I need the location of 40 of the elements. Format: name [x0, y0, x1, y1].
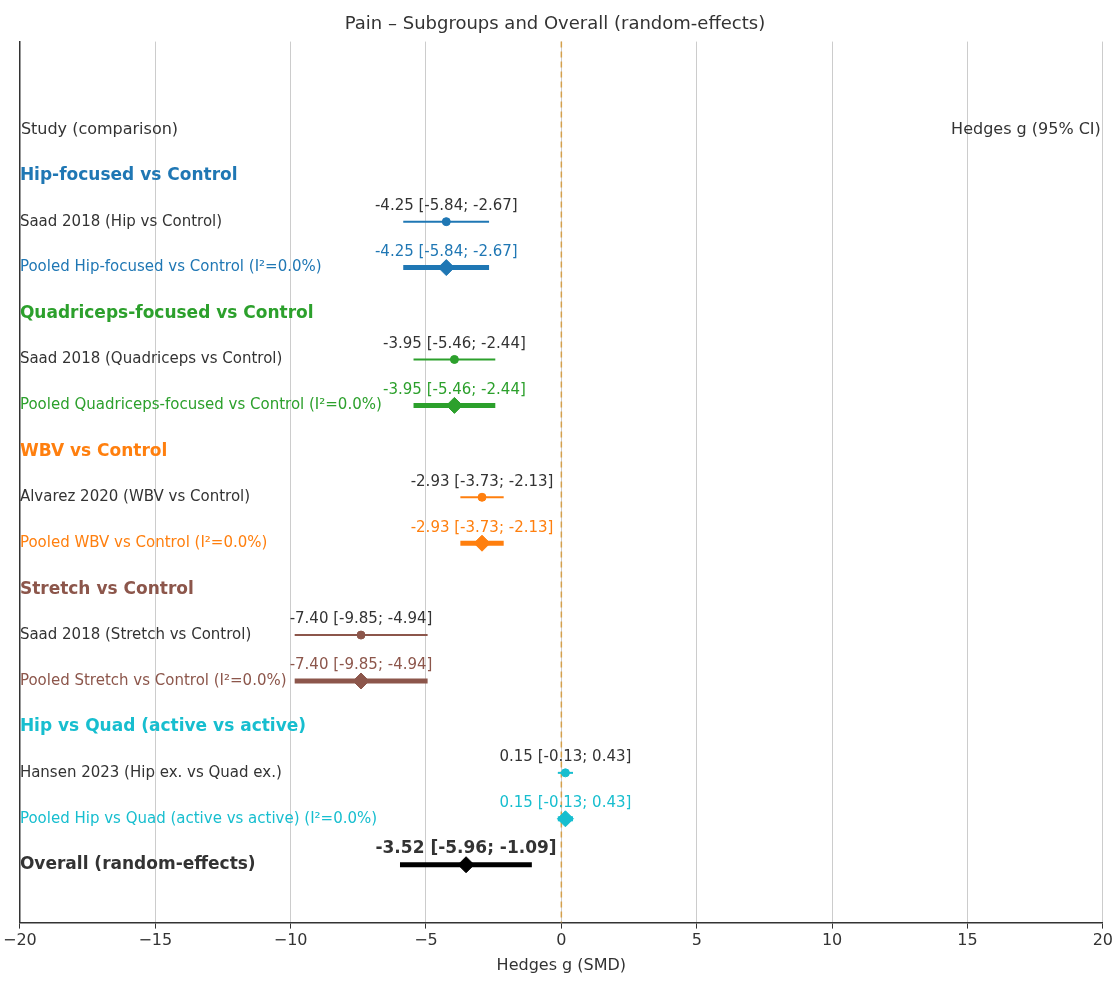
chart-title: Pain – Subgroups and Overall (random-effects): [344, 12, 766, 34]
y-tick-label: Pooled Stretch vs Control (I²=0.0%): [19, 670, 287, 689]
x-tick-label: 10: [821, 930, 843, 950]
y-tick-label: Pooled WBV vs Control (I²=0.0%): [19, 533, 268, 552]
text: Hedges g (95% CI): [951, 118, 1101, 138]
data-label: -4.25 [-5.84; -2.67]: [374, 196, 518, 215]
x-tick-label: 5: [691, 930, 702, 950]
y-tick-label: WBV vs Control: [19, 439, 168, 460]
y-tick-label: Pooled Hip vs Quad (active vs active) (I²=0.0%): [19, 808, 378, 827]
data-label: -3.95 [-5.46; -2.44]: [383, 379, 526, 398]
x-tick-label: 0: [556, 930, 567, 950]
data-label: -2.93 [-3.73; -2.13]: [410, 471, 554, 490]
y-tick-label: Hip-focused vs Control: [19, 164, 238, 185]
y-tick-label: Quadriceps-focused vs Control: [19, 301, 314, 322]
y-tick-label: Pooled Quadriceps-focused vs Control (I²=0.0%): [19, 395, 382, 414]
text: Study (comparison): [20, 118, 179, 138]
x-tick-label: −20: [3, 930, 37, 950]
data-label: -3.52 [-5.96; -1.09]: [375, 836, 557, 857]
data-label: 0.15 [-0.13; 0.43]: [499, 747, 632, 766]
x-axis-title: Hedges g (SMD): [496, 954, 627, 974]
x-tick-label: −10: [273, 930, 308, 950]
y-tick-label: Overall (random-effects): [19, 853, 256, 874]
x-tick-label: −15: [138, 930, 173, 950]
y-tick-label: Saad 2018 (Hip vs Control): [19, 211, 223, 230]
y-tick-label: Saad 2018 (Stretch vs Control): [19, 624, 252, 643]
y-tick-label: Hansen 2023 (Hip ex. vs Quad ex.): [19, 762, 282, 781]
x-tick-label: −5: [414, 930, 438, 950]
data-label: 0.15 [-0.13; 0.43]: [499, 793, 632, 812]
y-tick-label: Saad 2018 (Quadriceps vs Control): [19, 349, 283, 368]
data-label: -7.40 [-9.85; -4.94]: [289, 609, 433, 628]
y-tick-label: Alvarez 2020 (WBV vs Control): [19, 487, 251, 506]
x-tick-label: 20: [1092, 930, 1113, 950]
y-tick-label: Hip vs Quad (active vs active): [19, 715, 307, 736]
data-label: -3.95 [-5.46; -2.44]: [383, 333, 526, 352]
x-tick-label: 15: [957, 930, 978, 950]
data-label: -7.40 [-9.85; -4.94]: [289, 655, 433, 674]
y-tick-label: Stretch vs Control: [19, 577, 194, 598]
y-tick-label: Pooled Hip-focused vs Control (I²=0.0%): [19, 257, 322, 276]
data-label: -4.25 [-5.84; -2.67]: [374, 241, 518, 260]
data-label: -2.93 [-3.73; -2.13]: [410, 517, 554, 536]
